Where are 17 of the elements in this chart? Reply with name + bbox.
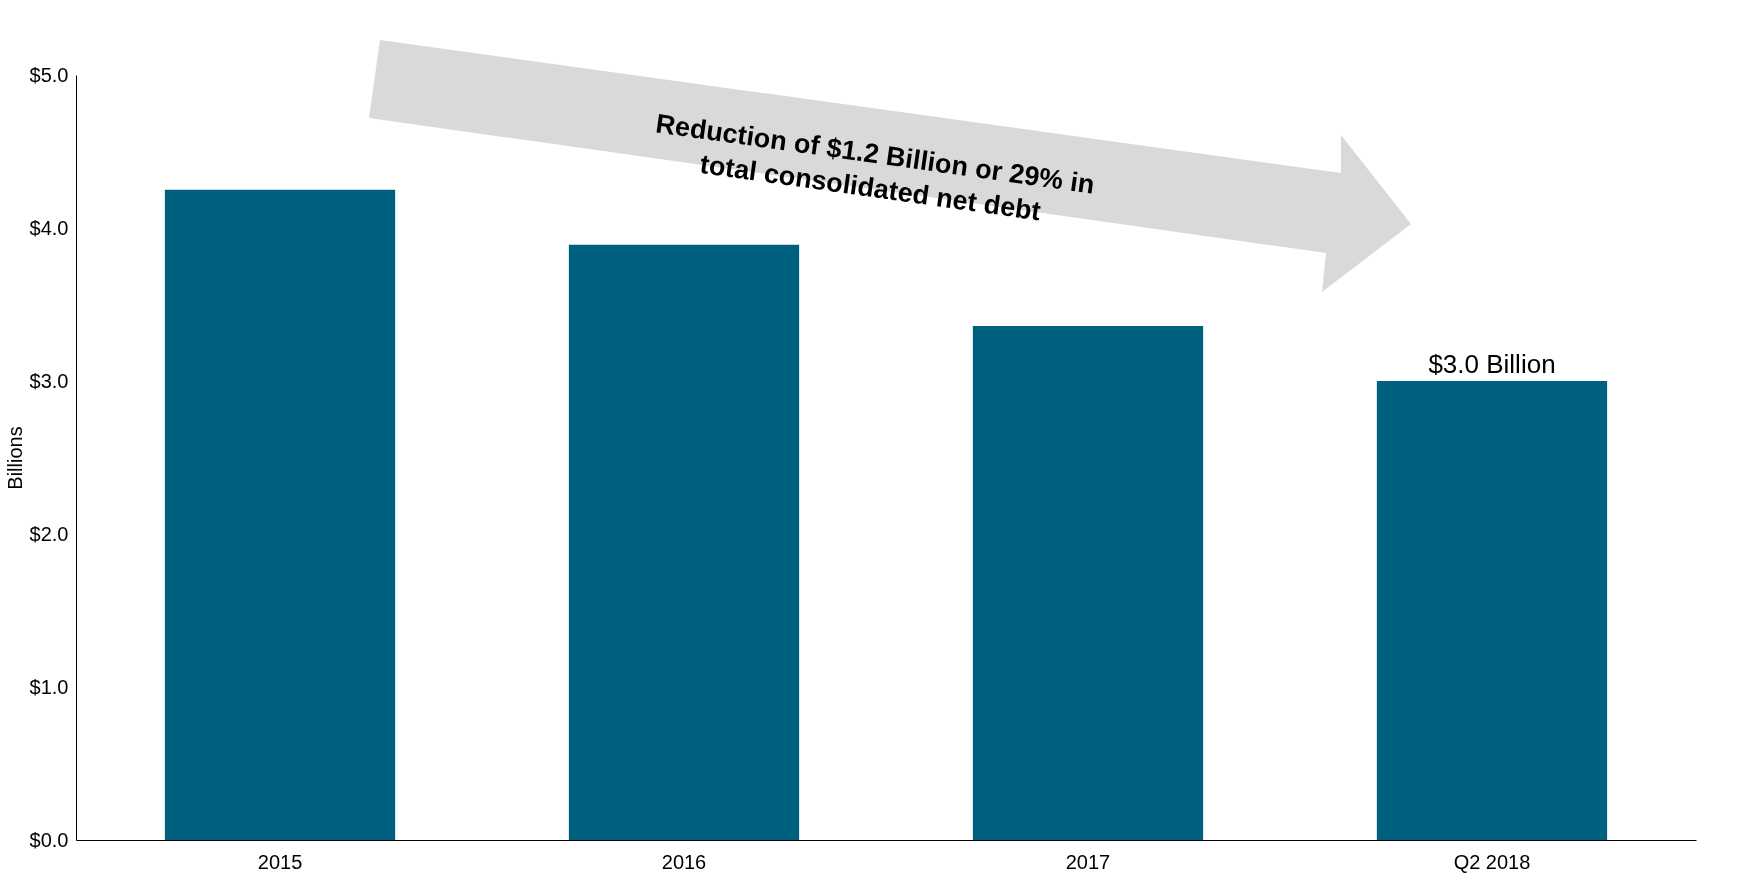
bar bbox=[164, 189, 396, 840]
data-label: $3.0 Billion bbox=[1428, 349, 1556, 379]
y-tick-label: $2.0 bbox=[29, 522, 69, 545]
x-tick-label: 2015 bbox=[257, 850, 303, 873]
x-tick-label: 2016 bbox=[661, 850, 707, 873]
x-tick-label: 2017 bbox=[1065, 850, 1111, 873]
y-tick-label: $5.0 bbox=[29, 63, 69, 86]
annotation: Reduction of $1.2 Billion or 29% in total consolidated net debt bbox=[653, 108, 1097, 227]
y-tick-label: $3.0 bbox=[29, 369, 69, 392]
y-tick-label: $1.0 bbox=[29, 675, 69, 698]
bar bbox=[972, 325, 1204, 840]
y-tick-label: $0.0 bbox=[29, 828, 69, 851]
x-tick-label: Q2 2018 bbox=[1453, 850, 1531, 873]
y-axis-title: Billions bbox=[3, 426, 26, 490]
bar bbox=[1376, 381, 1608, 840]
y-tick-label: $4.0 bbox=[29, 216, 69, 239]
bar bbox=[568, 244, 800, 840]
